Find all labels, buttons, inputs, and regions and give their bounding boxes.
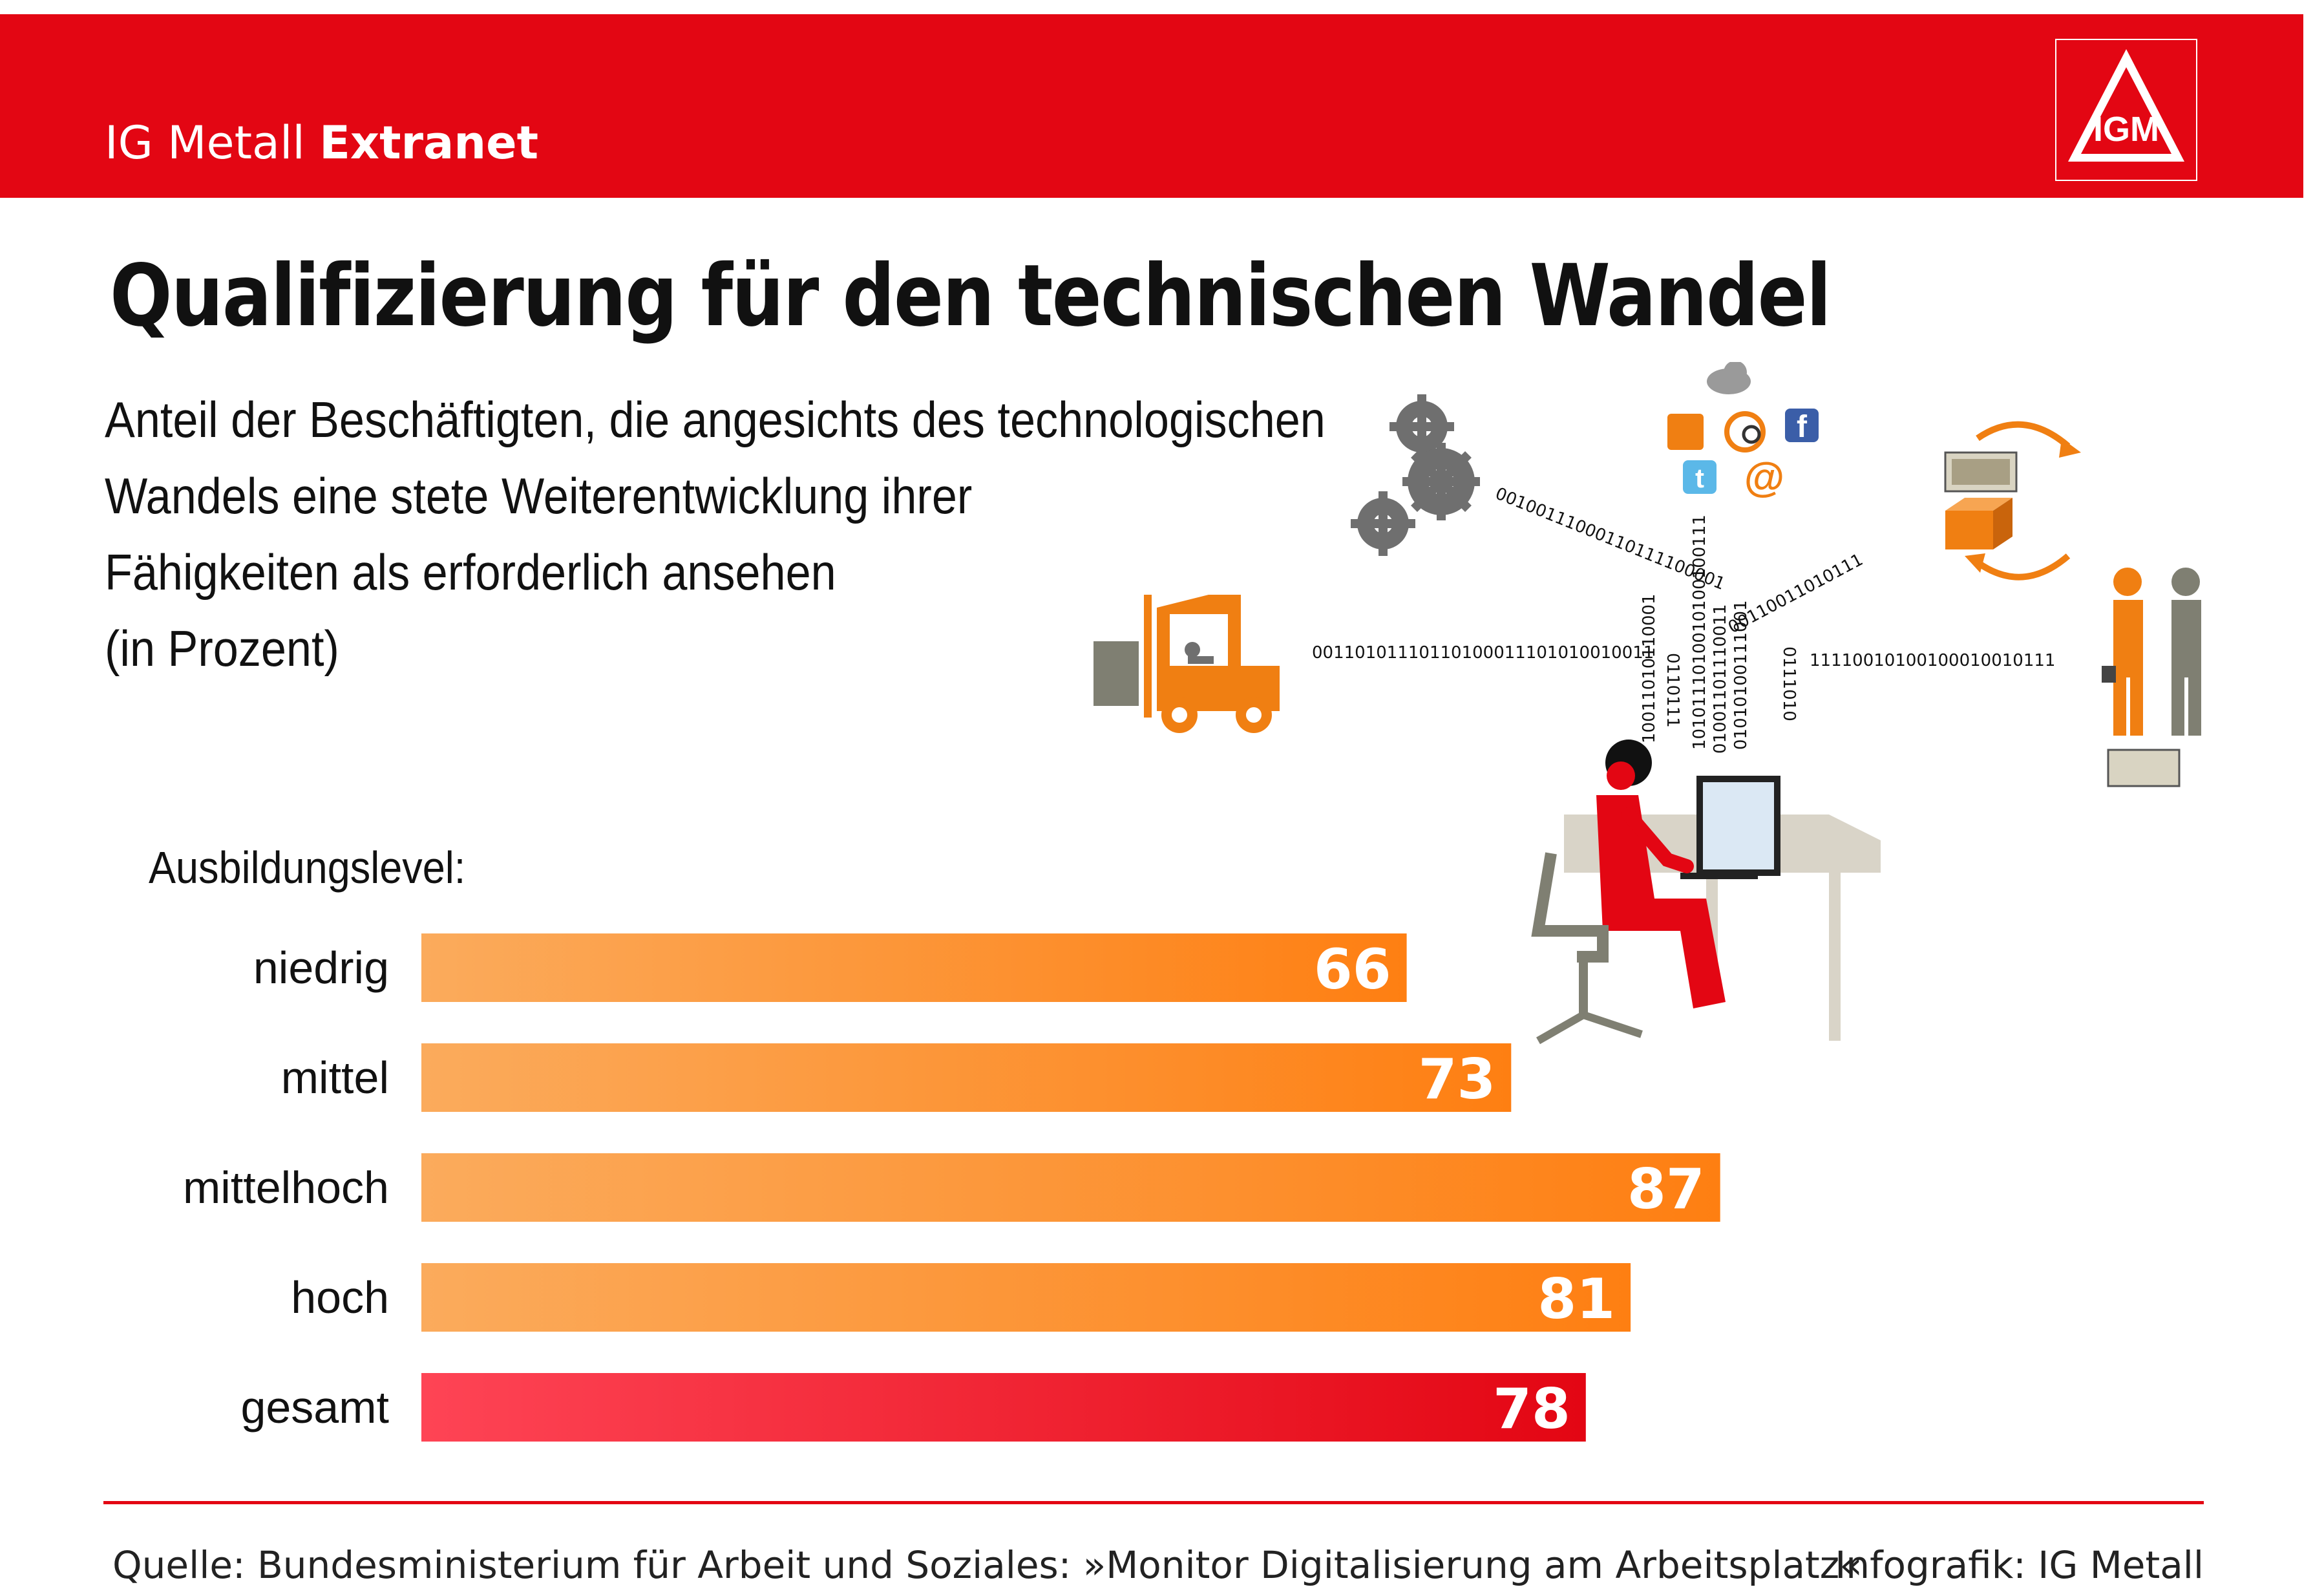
category-label: mittelhoch xyxy=(183,1162,389,1213)
bar-niedrig xyxy=(421,933,1407,1002)
email-icon: @ xyxy=(1744,454,1784,500)
binary-string: 11110010100100010010111 xyxy=(1810,651,2055,670)
svg-text:f: f xyxy=(1797,410,1808,444)
svg-text:t: t xyxy=(1695,463,1704,493)
subtitle-line: (in Prozent) xyxy=(105,620,339,677)
category-label: hoch xyxy=(291,1272,389,1323)
cloud-icon xyxy=(1707,362,1751,394)
binary-string: 01010100111001 xyxy=(1731,600,1751,750)
brand-bold: Extranet xyxy=(319,116,539,169)
ig-metall-logo: IGM xyxy=(2055,39,2197,181)
data-label: 66 xyxy=(1314,937,1391,1002)
brand-label: IG Metall Extranet xyxy=(105,120,538,165)
illustration: f t @ 00100111000110111100001 0011010111… xyxy=(1093,362,2201,1045)
bar-mittel xyxy=(421,1043,1512,1112)
binary-string: 01001101110011 xyxy=(1711,604,1730,754)
facebook-icon xyxy=(1785,409,1819,442)
category-label: mittel xyxy=(281,1052,389,1103)
calendar-icon xyxy=(1667,414,1704,450)
web-search-icon xyxy=(1724,411,1766,453)
bar-chart: niedrig 66 mittel 73 mittelhoch 87 hoch 81 gesam… xyxy=(183,933,1720,1442)
category-label: gesamt xyxy=(240,1382,389,1433)
package-icon xyxy=(1945,498,2012,549)
binary-string: 0110111 xyxy=(1663,653,1682,728)
twitter-icon xyxy=(1683,460,1717,494)
subtitle-line: Anteil der Beschäftigten, die angesichts… xyxy=(105,391,1326,448)
bar-gesamt xyxy=(421,1373,1586,1442)
divider-line xyxy=(103,1501,2204,1504)
money-icon xyxy=(1944,451,2018,493)
woman-at-computer-icon xyxy=(1531,740,1881,1045)
source-note: Quelle: Bundesministerium für Arbeit und… xyxy=(112,1543,1863,1587)
category-label: niedrig xyxy=(253,943,389,993)
data-label: 81 xyxy=(1537,1267,1615,1332)
header-bar xyxy=(0,14,2303,198)
data-label: 73 xyxy=(1419,1047,1496,1112)
logo-text: IGM xyxy=(2093,110,2159,149)
binary-string: 0111010 xyxy=(1779,646,1799,721)
credit-note: Infografik: IG Metall xyxy=(1835,1543,2204,1587)
forklift-icon xyxy=(1093,595,1280,733)
bar-mittelhoch xyxy=(421,1153,1720,1222)
subtitle-line: Fähigkeiten als erforderlich ansehen xyxy=(105,544,836,601)
worker-icon xyxy=(2102,568,2201,787)
data-label: 87 xyxy=(1627,1157,1705,1222)
binary-string: 00110101110110100011101010010011 xyxy=(1312,643,1654,663)
subtitle-line: Wandels eine stete Weiterentwicklung ihr… xyxy=(105,467,973,524)
binary-string: 10011010110001 xyxy=(1640,593,1659,743)
axis-title: Ausbildungslevel: xyxy=(149,842,466,893)
data-label: 78 xyxy=(1493,1377,1570,1442)
page-title: Qualifizierung für den technischen Wande… xyxy=(110,246,1832,346)
gear-icon xyxy=(1351,394,1480,556)
subtitle: Anteil der Beschäftigten, die angesichts… xyxy=(105,381,1326,687)
binary-string: 1010111010010100100111 xyxy=(1690,515,1709,750)
brand-regular: IG Metall xyxy=(105,116,320,169)
bar-hoch xyxy=(421,1263,1631,1332)
